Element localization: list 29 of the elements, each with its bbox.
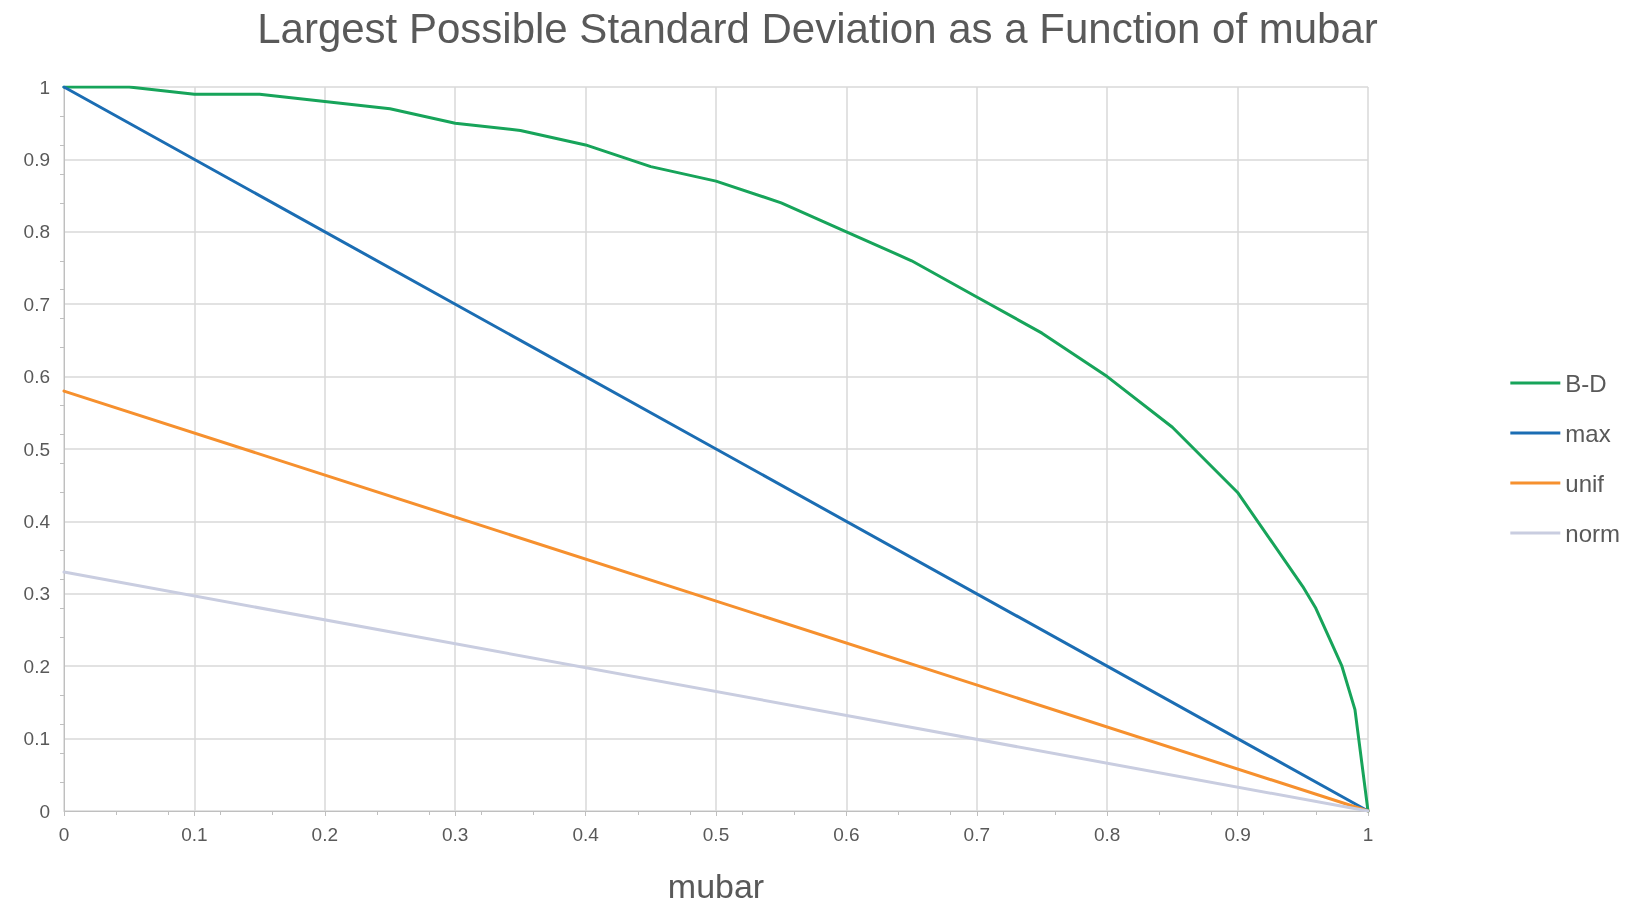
x-tick-label: 0.7: [963, 824, 991, 845]
y-tick-label: 0.3: [23, 583, 50, 605]
x-tick-label: 0.3: [441, 824, 469, 845]
chart-title: Largest Possible Standard Deviation as a Function of mubar: [257, 4, 1378, 52]
x-tick-label: 0.8: [1093, 824, 1121, 845]
x-tick-label: 0.5: [702, 824, 730, 845]
y-tick-label: 0.5: [23, 438, 50, 460]
y-tick-label: 0.1: [23, 728, 50, 750]
y-tick-label: 1: [39, 76, 50, 98]
x-tick-label: 0.1: [181, 824, 208, 845]
x-tick-label: 0.9: [1224, 824, 1251, 845]
x-tick-label: 1: [1362, 824, 1374, 845]
y-tick-label: 0.7: [23, 293, 50, 315]
legend-label: norm: [1565, 519, 1621, 547]
line-series: [62, 85, 1370, 813]
x-tick-label: 0.4: [572, 824, 600, 845]
y-tick-label: 0.6: [23, 366, 50, 388]
x-tick-label: 0.6: [833, 824, 860, 845]
y-tick-label: 0.2: [23, 655, 50, 677]
legend-label: unif: [1565, 469, 1605, 497]
x-tick-label: 0.2: [311, 824, 339, 845]
y-tick-label: 0.8: [23, 221, 50, 243]
legend-label: max: [1565, 419, 1611, 447]
x-axis-title: mubar: [667, 867, 765, 905]
y-tick-label: 0.9: [23, 148, 50, 170]
legend-label: B-D: [1565, 369, 1607, 397]
y-tick-label: 0: [39, 800, 50, 822]
x-tick-label: 0: [58, 824, 70, 845]
y-tick-label: 0.4: [23, 510, 51, 532]
